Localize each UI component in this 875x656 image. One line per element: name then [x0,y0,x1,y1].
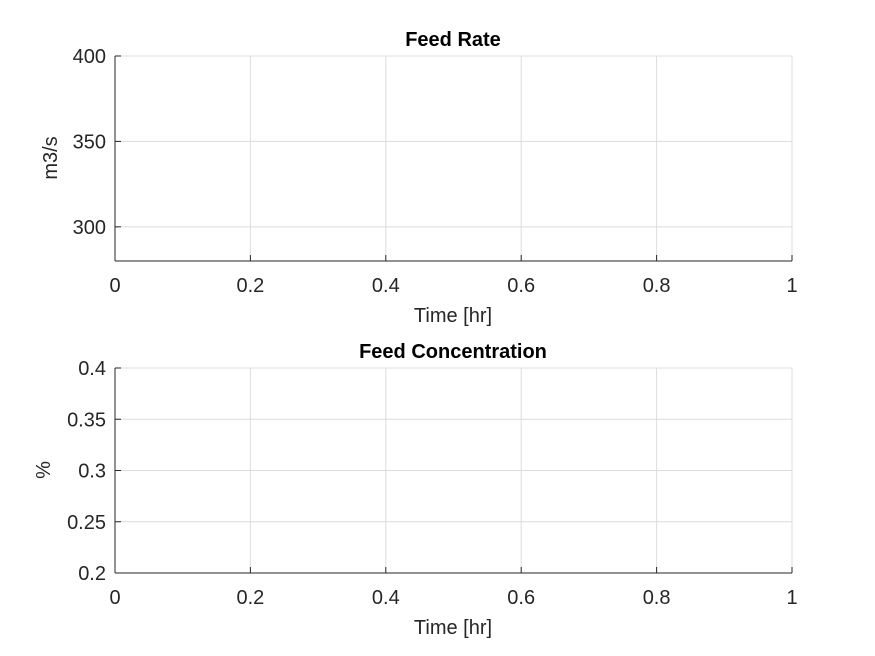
plot-area [115,56,792,261]
ticks: 0 0.2 0.4 0.6 0.8 1 300 350 400 [73,46,798,297]
x-tick-label: 0.8 [643,587,671,609]
y-axis-label: m3/s [40,136,62,179]
x-axis-label: Time [hr] [414,305,492,327]
y-tick-label: 400 [73,46,106,68]
axes-feed-rate: 0 0.2 0.4 0.6 0.8 1 300 350 400 Feed Rate Time [… [40,29,798,327]
chart-title: Feed Rate [405,29,501,51]
y-tick-label: 0.3 [78,461,106,483]
y-axis-label: % [33,461,55,479]
x-tick-label: 0.2 [236,275,264,297]
y-tick-label: 300 [73,217,106,239]
x-tick-label: 0 [109,587,120,609]
grid [114,55,793,261]
x-tick-label: 1 [786,275,797,297]
y-tick-label: 0.35 [67,409,106,431]
axes-feed-concentration: 0 0.2 0.4 0.6 0.8 10.20.250.30.350.4 Feed Con… [33,341,798,639]
x-tick-label: 0.8 [643,275,671,297]
x-tick-label: 0.4 [372,587,400,609]
x-tick-label: 0.6 [507,275,535,297]
x-tick-label: 0.6 [507,587,535,609]
x-tick-label: 0.2 [236,587,264,609]
y-tick-label: 0.25 [67,512,106,534]
x-tick-label: 0.4 [372,275,400,297]
y-tick-label: 0.4 [78,358,106,380]
y-tick-label: 0.2 [78,563,106,585]
ticks: 0 0.2 0.4 0.6 0.8 10.20.250.30.350.4 [67,358,798,609]
x-tick-label: 0 [109,275,120,297]
y-tick-label: 350 [73,131,106,153]
x-tick-label: 1 [786,587,797,609]
x-axis-label: Time [hr] [414,617,492,639]
chart-title: Feed Concentration [359,341,547,363]
